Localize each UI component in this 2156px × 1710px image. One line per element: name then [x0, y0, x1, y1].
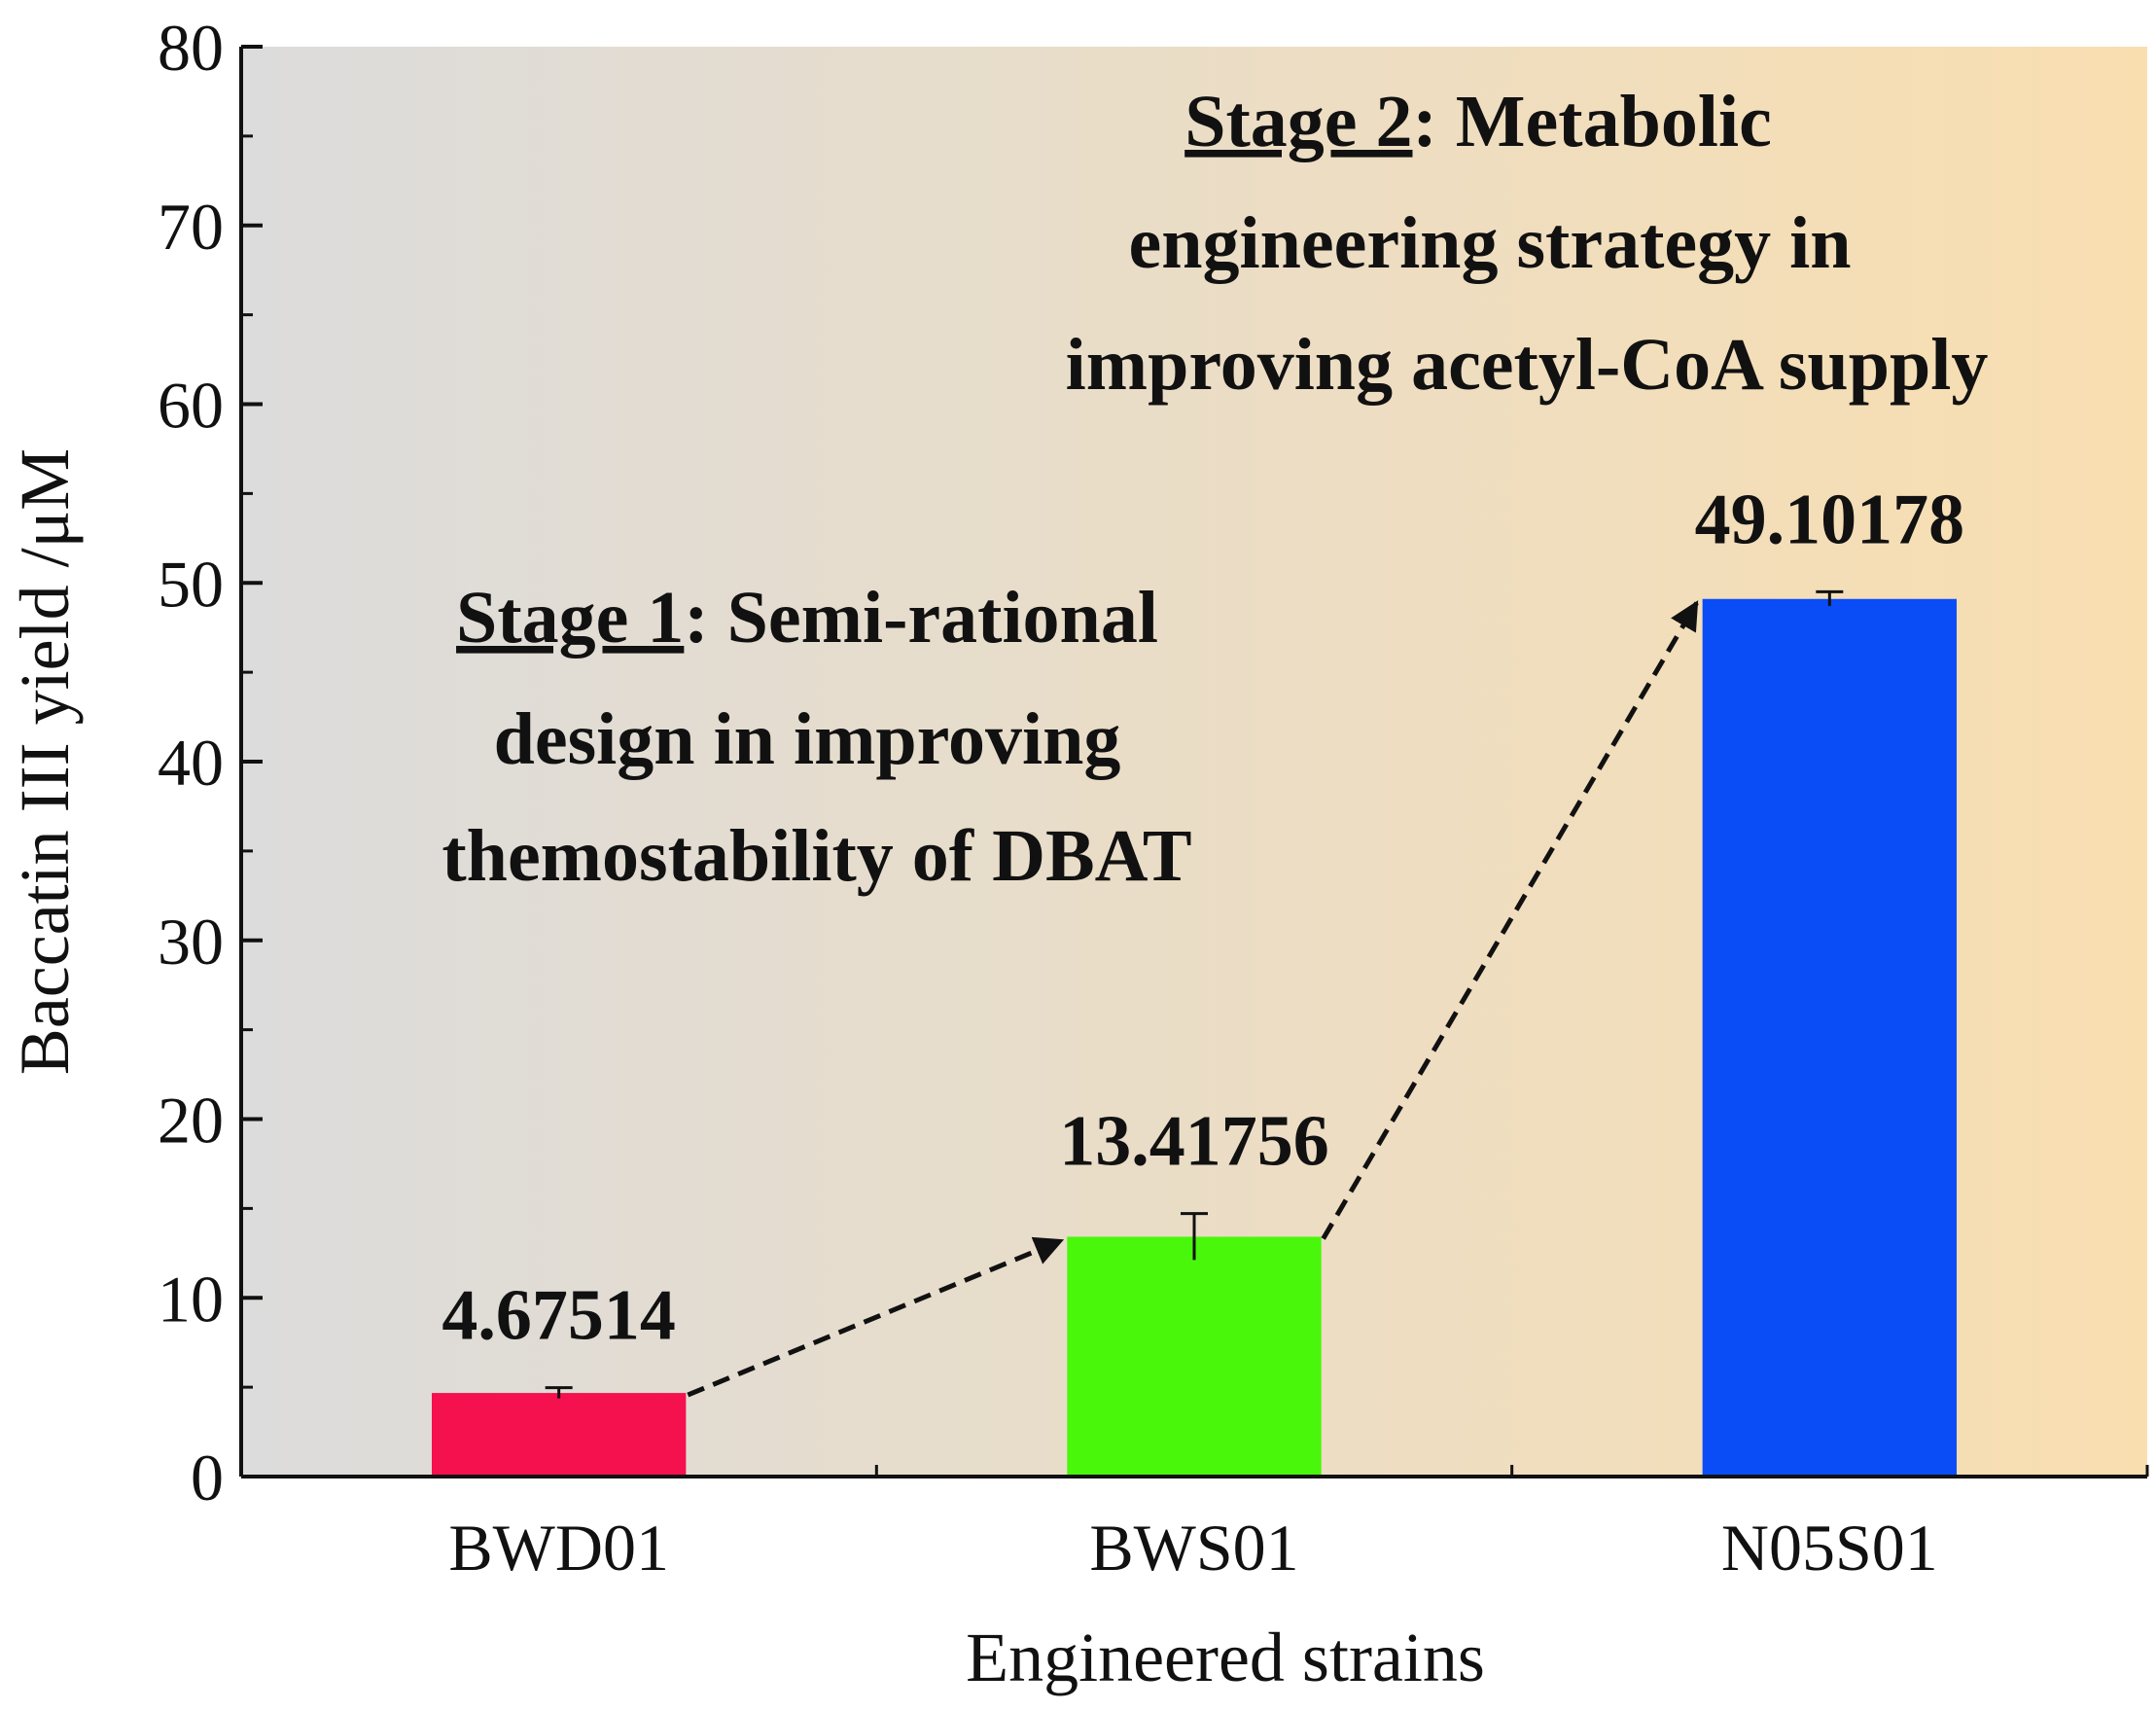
stage-2-heading: Stage 2 — [1184, 81, 1412, 162]
stage-1-line-1: design in improving — [494, 698, 1121, 780]
stage-1-line-2: themostability of DBAT — [442, 815, 1191, 897]
value-label: 49.10178 — [1695, 480, 1965, 559]
bars-group — [432, 598, 1957, 1477]
y-axis-ticks: 0 10 20 30 40 50 60 70 80 — [158, 11, 263, 1514]
x-axis-title: Engineered strains — [966, 1619, 1485, 1696]
y-tick-label: 70 — [158, 190, 224, 264]
trend-arrows — [687, 600, 1699, 1398]
svg-text:Stage 2: Metabolic: Stage 2: Metabolic — [1184, 81, 1772, 162]
x-tick-label: BWD01 — [448, 1511, 669, 1585]
x-tick-label: BWS01 — [1089, 1511, 1298, 1585]
stage-2-heading-rest: : Metabolic — [1413, 81, 1772, 162]
error-bars-group — [545, 589, 1844, 1399]
stage-1-heading: Stage 1 — [456, 577, 684, 659]
y-axis-title: Baccatin III yield /μM — [6, 448, 84, 1075]
stage-2-annotation: Stage 2: Metabolic engineering strategy … — [1066, 81, 1989, 406]
x-tick-label: N05S01 — [1721, 1511, 1938, 1585]
bar-BWS01 — [1067, 1236, 1322, 1477]
stage-1-annotation: Stage 1: Semi-rational design in improvi… — [442, 577, 1191, 897]
y-tick-label: 0 — [191, 1441, 224, 1514]
x-axis-ticks: BWD01 BWS01 N05S01 — [239, 1455, 2149, 1585]
stage-2-line-1: engineering strategy in — [1128, 202, 1851, 284]
y-tick-label: 30 — [158, 905, 224, 979]
trend-arrow — [1321, 600, 1699, 1240]
y-tick-label: 20 — [158, 1084, 224, 1158]
bar-BWD01 — [432, 1393, 687, 1477]
bar-N05S01 — [1702, 598, 1957, 1477]
value-label: 13.41756 — [1059, 1102, 1329, 1182]
stage-2-line-2: improving acetyl-CoA supply — [1066, 324, 1989, 406]
y-tick-label: 40 — [158, 726, 224, 800]
trend-arrow — [687, 1236, 1065, 1398]
value-label: 4.67514 — [442, 1276, 676, 1356]
y-tick-label: 80 — [158, 11, 224, 85]
y-tick-label: 50 — [158, 547, 224, 621]
svg-text:Stage 1: Semi-rational: Stage 1: Semi-rational — [456, 577, 1158, 659]
stage-1-heading-rest: : Semi-rational — [684, 577, 1158, 659]
y-tick-label: 10 — [158, 1262, 224, 1336]
value-labels-group: 4.67514 13.41756 49.10178 — [442, 480, 1964, 1355]
y-tick-label: 60 — [158, 369, 224, 443]
